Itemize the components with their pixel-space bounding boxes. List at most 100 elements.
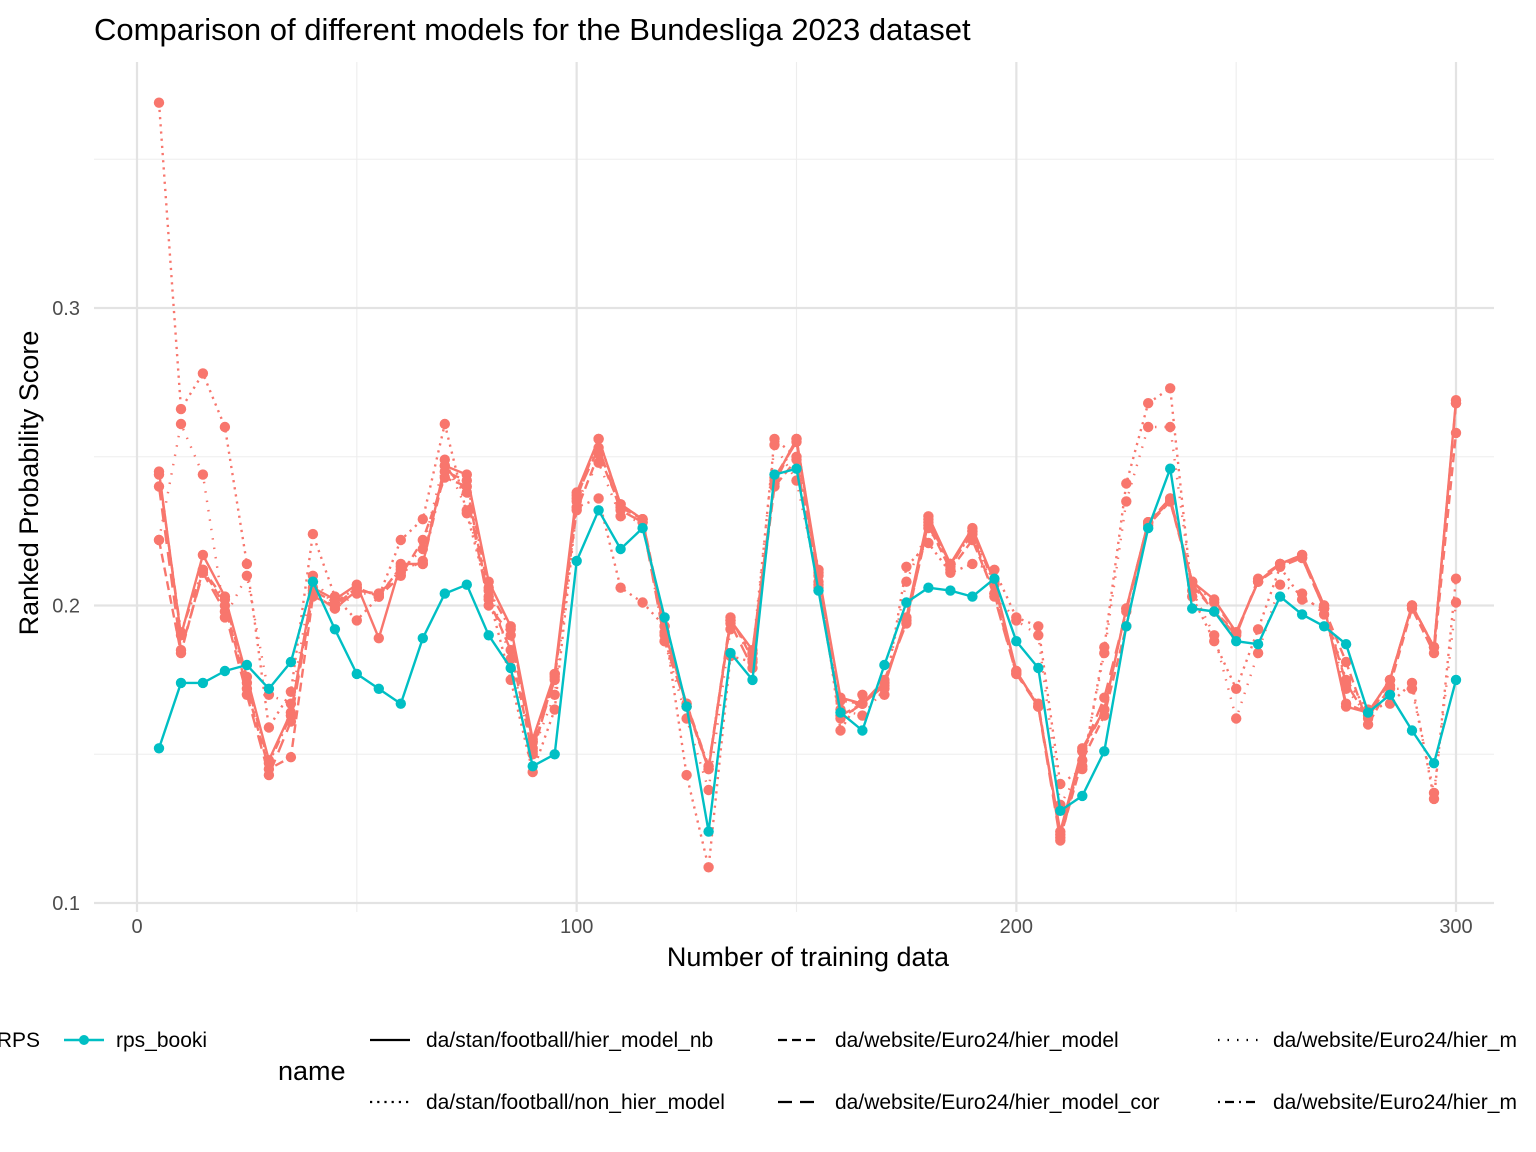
data-point bbox=[329, 624, 341, 635]
data-point bbox=[945, 585, 956, 596]
data-point bbox=[1274, 591, 1286, 602]
data-point bbox=[241, 558, 253, 570]
data-point bbox=[197, 677, 209, 689]
data-point bbox=[593, 457, 604, 468]
data-point bbox=[1187, 603, 1198, 614]
data-point bbox=[263, 769, 275, 781]
series-dashed-rps bbox=[153, 427, 1462, 843]
legend: RPS rps_booki name da/stan/football/hier… bbox=[0, 1029, 1517, 1114]
data-point bbox=[571, 555, 582, 567]
data-point bbox=[1055, 829, 1066, 840]
data-point bbox=[395, 698, 406, 709]
data-point bbox=[373, 633, 384, 644]
data-point bbox=[1362, 707, 1374, 718]
data-point bbox=[681, 701, 692, 712]
chart-title: Comparison of different models for the B… bbox=[94, 12, 971, 47]
data-point bbox=[285, 710, 297, 721]
data-point bbox=[703, 761, 714, 772]
data-point bbox=[153, 97, 165, 108]
data-point bbox=[1099, 746, 1110, 757]
legend-label-rps-booki: rps_booki bbox=[116, 1029, 207, 1052]
data-point bbox=[263, 758, 275, 769]
series-line bbox=[157, 400, 1458, 833]
series-solid-rps-booki bbox=[153, 463, 1462, 837]
data-point bbox=[549, 704, 560, 715]
y-axis-ticks: 0.1 0.2 0.3 bbox=[52, 298, 80, 915]
data-point bbox=[1165, 463, 1176, 474]
data-point bbox=[659, 612, 670, 623]
data-point bbox=[1274, 558, 1286, 570]
data-point bbox=[857, 689, 868, 700]
data-point bbox=[483, 630, 494, 641]
data-point bbox=[901, 561, 912, 572]
data-point bbox=[901, 576, 912, 587]
data-point bbox=[615, 582, 626, 593]
data-point bbox=[769, 469, 780, 480]
data-point bbox=[1231, 713, 1242, 724]
data-point bbox=[813, 585, 824, 596]
x-tick-label: 100 bbox=[560, 916, 593, 938]
y-tick-label: 0.3 bbox=[52, 298, 80, 320]
data-point bbox=[1033, 621, 1044, 632]
data-point bbox=[307, 528, 319, 540]
data-point bbox=[219, 421, 231, 433]
data-point bbox=[1099, 692, 1110, 703]
data-point bbox=[175, 403, 187, 415]
data-point bbox=[241, 570, 253, 581]
data-point bbox=[307, 576, 319, 587]
data-point bbox=[549, 671, 560, 683]
data-point bbox=[175, 677, 187, 689]
data-point bbox=[219, 665, 231, 677]
data-point bbox=[241, 677, 253, 689]
data-point bbox=[857, 698, 868, 709]
data-point bbox=[1165, 421, 1176, 433]
data-point bbox=[901, 597, 912, 608]
data-point bbox=[703, 784, 714, 796]
data-point bbox=[703, 862, 714, 873]
data-point bbox=[461, 579, 472, 590]
data-point bbox=[153, 743, 165, 754]
data-point bbox=[923, 582, 934, 593]
data-point bbox=[637, 597, 648, 608]
series-dotted-rps bbox=[153, 97, 1462, 873]
data-point bbox=[967, 525, 978, 537]
data-point bbox=[219, 594, 231, 605]
series-solid-rps bbox=[153, 395, 1462, 837]
data-point bbox=[351, 615, 362, 626]
data-point bbox=[1296, 549, 1308, 561]
data-point bbox=[549, 689, 560, 700]
data-point bbox=[857, 725, 868, 736]
data-point bbox=[1209, 597, 1220, 608]
data-point bbox=[681, 769, 692, 781]
data-point bbox=[879, 659, 890, 671]
data-point bbox=[1033, 630, 1044, 641]
data-point bbox=[285, 752, 297, 763]
data-point bbox=[637, 522, 648, 534]
data-point bbox=[329, 597, 341, 608]
legend-label-euro24-hier-model-cor: da/website/Euro24/hier_model_cor bbox=[835, 1091, 1160, 1114]
data-point bbox=[1011, 615, 1022, 626]
data-point bbox=[153, 469, 165, 480]
data-point bbox=[505, 653, 516, 665]
data-point bbox=[1406, 683, 1418, 694]
data-point bbox=[835, 707, 846, 718]
data-point bbox=[439, 466, 450, 477]
x-tick-label: 200 bbox=[1000, 916, 1033, 938]
data-point bbox=[615, 499, 626, 510]
data-point bbox=[1121, 478, 1132, 489]
data-point bbox=[769, 439, 780, 451]
data-point bbox=[615, 543, 626, 555]
data-point bbox=[1077, 746, 1088, 757]
data-point bbox=[417, 558, 428, 570]
data-point bbox=[703, 826, 714, 837]
data-point bbox=[197, 564, 209, 575]
data-point bbox=[175, 644, 187, 656]
legend-label-euro24-hier-model: da/website/Euro24/hier_model bbox=[835, 1029, 1119, 1052]
data-point bbox=[1055, 805, 1066, 816]
data-point bbox=[175, 627, 187, 638]
data-point bbox=[439, 588, 450, 599]
data-point bbox=[879, 677, 890, 689]
data-point bbox=[373, 683, 384, 694]
legend-key-rps-booki bbox=[64, 1035, 104, 1045]
